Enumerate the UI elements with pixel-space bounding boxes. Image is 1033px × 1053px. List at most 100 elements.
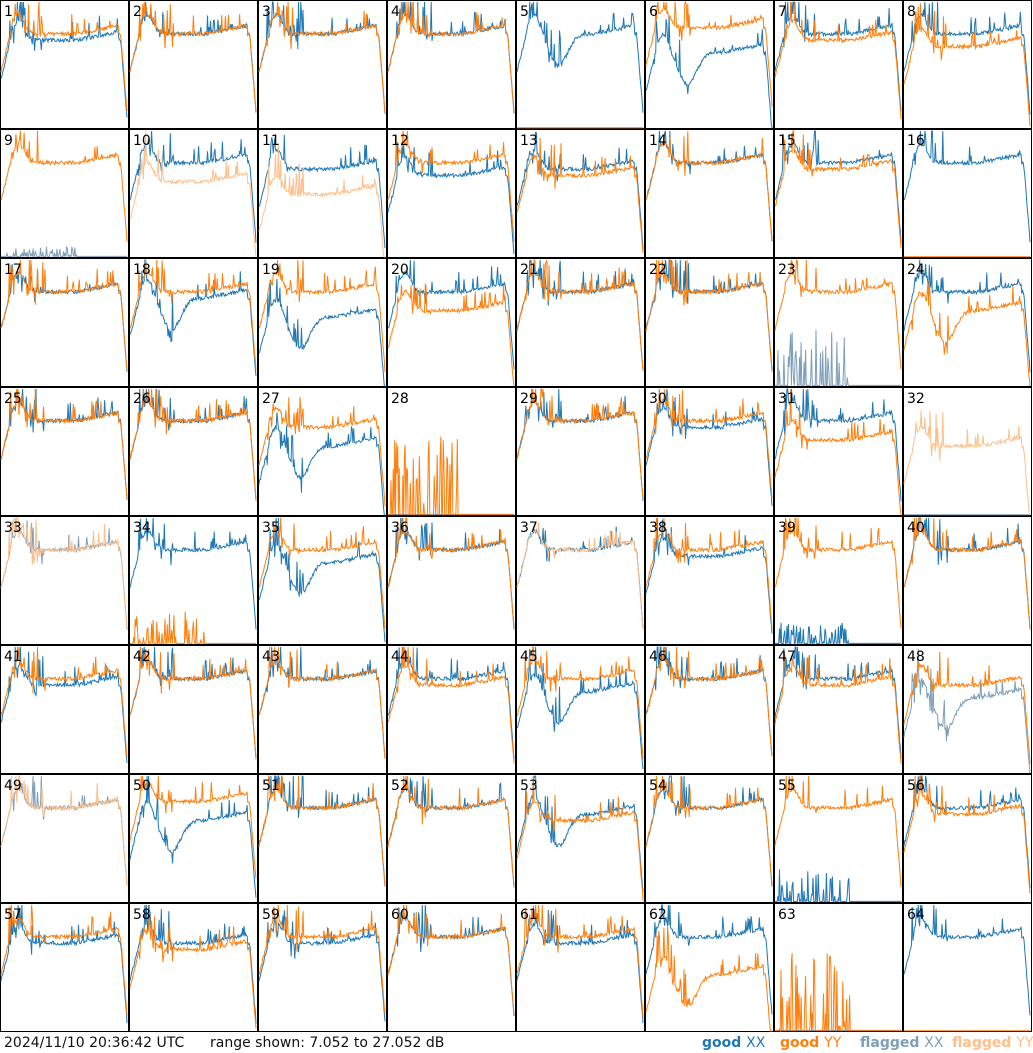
panel-label: 6	[649, 4, 658, 20]
panel-21-yy-line	[516, 259, 644, 371]
panel-45-yy-line	[516, 646, 644, 760]
panel-label: 55	[778, 778, 796, 794]
panel-39-xx-line	[775, 622, 901, 644]
panel-62-xx-line	[645, 904, 773, 1015]
panel-label: 44	[391, 649, 409, 665]
panel-61-yy-line	[516, 904, 644, 1018]
panel-46-yy-line	[645, 646, 773, 757]
panel-11: 11	[258, 129, 387, 258]
panel-29: 29	[516, 387, 645, 516]
timestamp: 2024/11/10 20:36:42 UTC	[4, 1035, 185, 1051]
panel-40: 40	[903, 516, 1032, 645]
panel-33: 33	[0, 516, 129, 645]
panel-49-xx-line	[0, 775, 128, 886]
panel-26: 26	[129, 387, 258, 516]
panel-50: 50	[129, 774, 258, 903]
panel-8-xx-line	[903, 1, 1031, 115]
panel-56-xx-line	[903, 774, 1031, 888]
panel-55: 55	[774, 774, 903, 904]
panel-label: 58	[133, 907, 151, 923]
panel-label: 51	[262, 778, 280, 794]
panel-border	[903, 258, 1032, 387]
panel-32-yy-line	[903, 410, 1031, 516]
panel-19-yy-line	[258, 259, 386, 373]
panel-label: 12	[391, 133, 409, 149]
panel-14-yy-line	[645, 131, 773, 240]
panel-27: 27	[258, 387, 387, 516]
panel-61: 61	[516, 903, 645, 1032]
panel-border	[645, 645, 774, 774]
panel-38: 38	[645, 516, 774, 645]
panel-border	[903, 645, 1032, 774]
panel-label: 10	[133, 133, 151, 149]
panel-43: 43	[258, 645, 387, 774]
panel-border	[774, 774, 903, 903]
panel-12-yy-line	[387, 130, 515, 242]
panel-34: 34	[129, 516, 258, 646]
panel-43-xx-line	[258, 646, 386, 759]
panel-41-yy-line	[0, 646, 128, 758]
panel-11-yy-line	[258, 143, 385, 258]
panel-39-yy-line	[774, 517, 902, 629]
panel-label: 18	[133, 262, 151, 278]
panel-54: 54	[645, 774, 774, 903]
panel-border	[903, 0, 1032, 129]
panel-border	[258, 516, 387, 645]
panel-border	[774, 516, 903, 645]
panel-57-xx-line	[0, 904, 128, 1024]
panel-12-xx-line	[387, 141, 515, 254]
panel-15-xx-line	[774, 130, 902, 244]
panel-4: 4	[387, 0, 516, 129]
panel-52-yy-line	[387, 775, 515, 888]
panel-14: 14	[645, 129, 774, 258]
panel-9: 9	[0, 129, 129, 259]
panel-label: 47	[778, 649, 796, 665]
panel-label: 25	[4, 391, 22, 407]
panel-48-xx-line	[903, 648, 1031, 774]
panel-52: 52	[387, 774, 516, 903]
panel-border	[129, 645, 258, 774]
panel-49-yy-line	[0, 775, 128, 887]
panel-20-xx-line	[387, 259, 515, 370]
panel-label: 38	[649, 520, 667, 536]
panel-label: 22	[649, 262, 667, 278]
panel-1: 1	[0, 0, 129, 129]
panel-border	[387, 129, 516, 258]
panel-border	[903, 129, 1032, 258]
panel-60-yy-line	[387, 904, 515, 1015]
panel-64-xx-line	[903, 904, 1031, 1016]
panel-2-yy-line	[129, 1, 257, 112]
panel-7: 7	[774, 0, 903, 129]
panel-border	[129, 387, 258, 516]
panel-border	[0, 774, 129, 903]
panel-border	[516, 129, 645, 258]
panel-18: 18	[129, 258, 258, 387]
panel-label: 21	[520, 262, 538, 278]
legend-flagged-xx: flagged XX	[860, 1035, 944, 1051]
panel-label: 1	[4, 4, 13, 20]
panel-23: 23	[774, 258, 903, 387]
panel-30-yy-line	[645, 388, 773, 500]
panel-3: 3	[258, 0, 387, 129]
panel-label: 43	[262, 649, 280, 665]
panel-1-xx-line	[0, 1, 128, 118]
panel-11-xx-line	[258, 134, 386, 249]
panel-61-xx-line	[516, 908, 644, 1024]
panel-border	[774, 387, 903, 516]
panel-55-xx-line	[775, 869, 901, 904]
panel-37-yy-line	[516, 522, 644, 630]
panel-border	[516, 0, 645, 129]
panel-border	[0, 129, 129, 258]
panel-34-xx-line	[129, 517, 257, 630]
panel-label: 13	[520, 133, 538, 149]
panel-label: 53	[520, 778, 538, 794]
panel-15-yy-line	[774, 130, 902, 248]
panel-border	[129, 774, 258, 903]
panel-label: 24	[907, 262, 925, 278]
panel-label: 28	[391, 391, 409, 407]
panel-24-xx-line	[903, 259, 1031, 373]
panel-27-yy-line	[258, 396, 386, 507]
panel-18-xx-line	[129, 259, 257, 376]
panel-17-yy-line	[0, 259, 128, 370]
